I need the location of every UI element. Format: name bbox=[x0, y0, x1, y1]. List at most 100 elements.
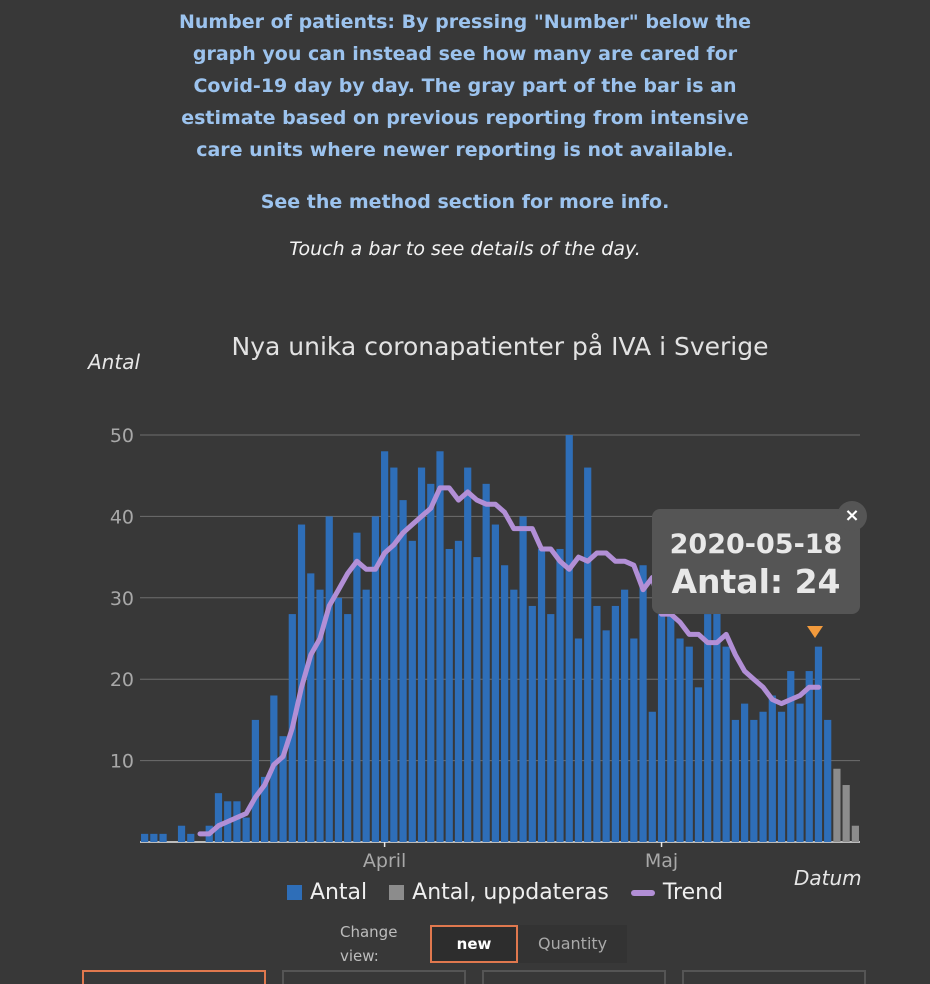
bar[interactable] bbox=[584, 467, 592, 842]
legend-item-uppdateras[interactable]: Antal, uppdateras bbox=[389, 880, 609, 905]
bar[interactable] bbox=[648, 711, 656, 842]
legend-swatch-antal bbox=[286, 885, 302, 900]
bar[interactable] bbox=[787, 671, 795, 842]
bar[interactable] bbox=[593, 605, 601, 842]
bar[interactable] bbox=[464, 467, 472, 842]
bottom-tab-1[interactable] bbox=[82, 970, 266, 984]
bar[interactable] bbox=[676, 638, 684, 843]
bar[interactable] bbox=[381, 451, 389, 842]
bar[interactable] bbox=[390, 467, 398, 842]
bar[interactable] bbox=[482, 483, 490, 842]
bar[interactable] bbox=[325, 516, 333, 842]
bar[interactable] bbox=[768, 695, 776, 842]
bar[interactable] bbox=[242, 817, 250, 842]
bar[interactable] bbox=[621, 589, 629, 842]
bottom-tab-4[interactable] bbox=[682, 970, 866, 984]
bar[interactable] bbox=[371, 516, 379, 842]
legend-swatch-trend bbox=[630, 889, 655, 896]
bar[interactable] bbox=[445, 548, 453, 842]
selected-bar-marker-icon bbox=[807, 626, 823, 638]
quantity-view-button[interactable]: Quantity bbox=[518, 925, 628, 963]
bars bbox=[141, 435, 859, 842]
bar[interactable] bbox=[630, 638, 638, 843]
bar-estimate[interactable] bbox=[833, 768, 841, 842]
bar[interactable] bbox=[491, 524, 499, 842]
bar[interactable] bbox=[667, 614, 675, 842]
bar[interactable] bbox=[704, 614, 712, 842]
bar[interactable] bbox=[344, 614, 352, 842]
bar[interactable] bbox=[417, 467, 426, 842]
bar[interactable] bbox=[777, 711, 786, 842]
bar[interactable] bbox=[510, 589, 518, 842]
intro-paragraph: Number of patients: By pressing "Number"… bbox=[178, 11, 752, 161]
legend-item-antal[interactable]: Antal bbox=[286, 880, 367, 905]
method-link-text[interactable]: See the method section for more info. bbox=[260, 191, 670, 213]
bar[interactable] bbox=[334, 597, 343, 842]
intro-text: Number of patients: By pressing "Number"… bbox=[0, 6, 930, 218]
bar[interactable] bbox=[602, 630, 610, 842]
bar[interactable] bbox=[316, 589, 324, 842]
bar[interactable] bbox=[741, 703, 749, 842]
x-axis-label: Datum bbox=[794, 866, 862, 890]
bar[interactable] bbox=[251, 719, 259, 842]
bar[interactable] bbox=[565, 435, 573, 842]
bar[interactable] bbox=[353, 532, 361, 842]
bar-estimate[interactable] bbox=[842, 785, 850, 842]
legend-item-trend[interactable]: Trend bbox=[630, 880, 724, 905]
new-view-button[interactable]: new bbox=[430, 925, 518, 963]
y-tick-label: 30 bbox=[110, 588, 134, 610]
bar[interactable] bbox=[214, 793, 223, 842]
y-tick-label: 50 bbox=[110, 425, 134, 447]
bar[interactable] bbox=[611, 605, 619, 842]
bar[interactable] bbox=[399, 500, 407, 842]
bar[interactable] bbox=[528, 605, 536, 842]
y-tick-label: 20 bbox=[110, 669, 134, 691]
bar[interactable] bbox=[141, 833, 149, 842]
bar[interactable] bbox=[408, 540, 416, 842]
bar[interactable] bbox=[574, 638, 583, 843]
view-controls: Change view: new Quantity bbox=[340, 920, 628, 968]
bar[interactable] bbox=[159, 833, 167, 842]
bottom-tab-2[interactable] bbox=[282, 970, 466, 984]
bar[interactable] bbox=[187, 833, 195, 842]
legend: Antal Antal, uppdateras Trend bbox=[0, 880, 930, 905]
bar[interactable] bbox=[519, 516, 527, 842]
y-tick-labels: 10 20 30 40 50 bbox=[110, 425, 134, 773]
bar[interactable] bbox=[150, 833, 158, 842]
bar[interactable] bbox=[731, 719, 739, 842]
bar[interactable] bbox=[759, 711, 767, 842]
legend-label-trend: Trend bbox=[662, 880, 724, 905]
trend-line bbox=[197, 485, 821, 837]
bar[interactable] bbox=[279, 736, 287, 842]
bar[interactable] bbox=[556, 548, 564, 842]
bar[interactable] bbox=[547, 614, 555, 842]
bar[interactable] bbox=[307, 573, 315, 842]
bar[interactable] bbox=[824, 719, 832, 842]
bar[interactable] bbox=[436, 451, 444, 842]
bar[interactable] bbox=[501, 565, 509, 842]
bar[interactable] bbox=[694, 687, 703, 842]
bar[interactable] bbox=[722, 646, 730, 842]
bar[interactable] bbox=[657, 614, 666, 842]
bar[interactable] bbox=[362, 589, 370, 842]
bar[interactable] bbox=[805, 671, 813, 842]
bar[interactable] bbox=[427, 483, 435, 842]
y-tick-label: 10 bbox=[110, 751, 134, 773]
bar[interactable] bbox=[454, 540, 463, 842]
bar[interactable] bbox=[796, 703, 804, 842]
bar[interactable] bbox=[713, 605, 721, 842]
y-tick-label: 40 bbox=[110, 506, 134, 528]
bar[interactable] bbox=[177, 825, 186, 842]
bottom-tab-3[interactable] bbox=[482, 970, 666, 984]
bar[interactable] bbox=[814, 646, 823, 842]
tooltip-close-button[interactable]: × bbox=[837, 501, 867, 531]
bar[interactable] bbox=[473, 557, 481, 842]
bar-estimate[interactable] bbox=[851, 825, 859, 842]
bar[interactable] bbox=[537, 548, 546, 842]
bar[interactable] bbox=[685, 646, 693, 842]
bar[interactable] bbox=[261, 776, 269, 842]
bar[interactable] bbox=[233, 801, 241, 842]
bar[interactable] bbox=[639, 565, 647, 842]
bar[interactable] bbox=[750, 719, 758, 842]
